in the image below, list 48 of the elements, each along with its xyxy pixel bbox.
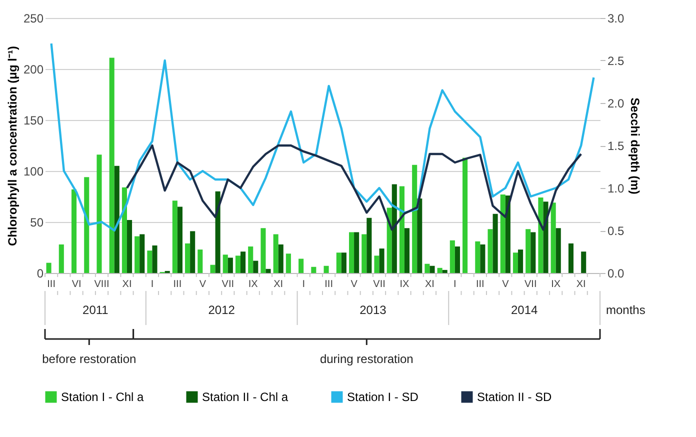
y-tick-label: 150 bbox=[23, 114, 44, 128]
x-tick-label: XI bbox=[424, 279, 434, 290]
legend-label: Station I - Chl a bbox=[61, 390, 144, 404]
x-tick-label: V bbox=[350, 279, 358, 290]
y2-tick-label: 0.0 bbox=[608, 266, 625, 280]
y-axis-title: Chlorophyll a concentration (μg l⁻¹) bbox=[5, 46, 20, 246]
y-tick-label: 0 bbox=[36, 266, 44, 280]
x-tick-label: VIII bbox=[94, 279, 110, 290]
y-tick-label: 50 bbox=[30, 216, 44, 230]
x-tick-label: V bbox=[199, 279, 206, 290]
x-tick-label: III bbox=[476, 279, 484, 290]
x-tick-label: VII bbox=[524, 279, 537, 290]
y-tick-label: 100 bbox=[23, 164, 44, 178]
text: 2014 bbox=[510, 303, 538, 317]
y-tick-label: 250 bbox=[23, 12, 44, 26]
y2-tick-label: 3.0 bbox=[608, 12, 625, 26]
x-tick-label: IX bbox=[551, 279, 561, 290]
x-tick-label: III bbox=[324, 279, 333, 290]
legend-label: Station II - Chl a bbox=[202, 390, 288, 404]
y-tick-label: 200 bbox=[23, 62, 44, 76]
text: during restoration bbox=[320, 352, 414, 366]
x-tick-label: IX bbox=[248, 279, 258, 290]
y2-axis-title: Secchi depth (m) bbox=[628, 98, 642, 194]
y2-tick-label: 1.5 bbox=[608, 139, 625, 153]
text: 2013 bbox=[360, 303, 387, 317]
text: 2012 bbox=[208, 303, 236, 317]
x-tick-label: XI bbox=[576, 279, 586, 290]
x-tick-label: XI bbox=[274, 279, 284, 290]
x-axis-title: months bbox=[606, 303, 646, 317]
x-tick-label: VI bbox=[72, 279, 82, 290]
x-tick-label: IX bbox=[400, 279, 410, 290]
x-tick-label: I bbox=[302, 279, 305, 290]
x-tick-label: I bbox=[150, 279, 154, 290]
x-tick-label: V bbox=[502, 279, 510, 290]
x-tick-label: XI bbox=[122, 279, 132, 290]
text: 2011 bbox=[82, 303, 109, 317]
y2-tick-label: 2.0 bbox=[608, 96, 625, 110]
y2-tick-label: 2.5 bbox=[608, 54, 625, 68]
y2-tick-label: 1.0 bbox=[608, 182, 625, 196]
x-tick-label: I bbox=[454, 279, 456, 290]
legend-label: Station II - SD bbox=[477, 390, 552, 404]
y2-tick-label: 0.5 bbox=[608, 224, 625, 238]
legend-label: Station I - SD bbox=[347, 390, 419, 404]
text: before restoration bbox=[42, 352, 136, 366]
x-tick-label: VII bbox=[373, 279, 386, 290]
x-tick-label: III bbox=[47, 279, 56, 290]
x-tick-label: III bbox=[173, 279, 182, 290]
x-tick-label: VII bbox=[222, 279, 234, 290]
